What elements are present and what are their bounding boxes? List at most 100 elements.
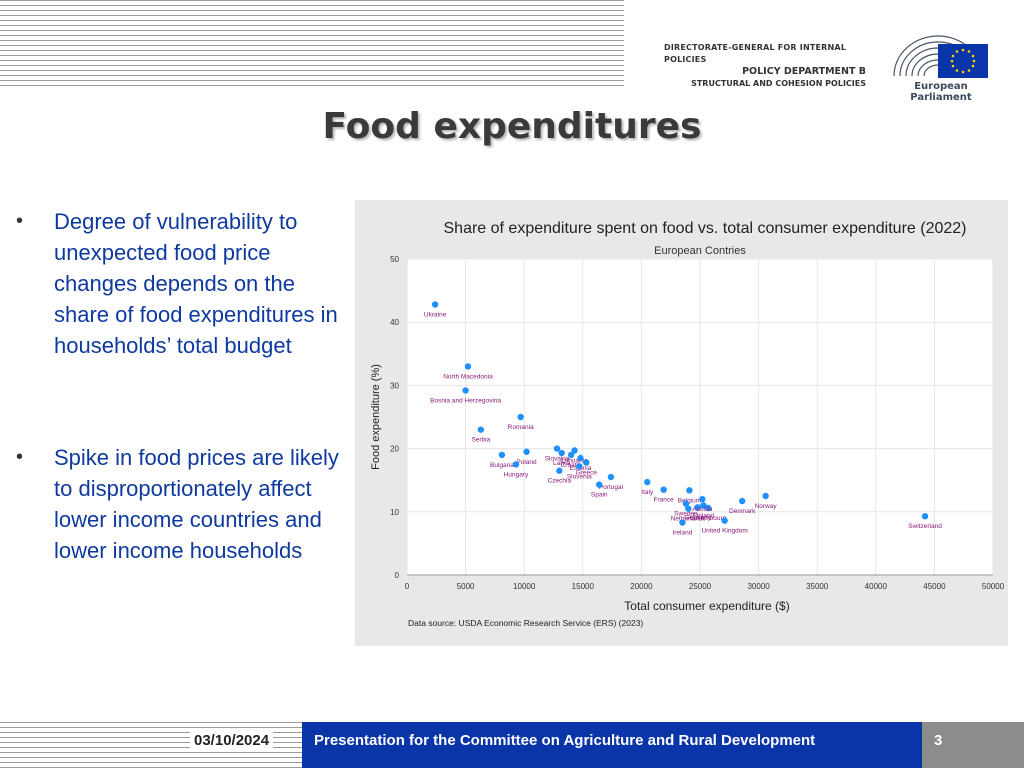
- data-point-label: Austria: [692, 506, 713, 513]
- data-point-label: Ireland: [672, 530, 692, 537]
- data-point-label: Netherlands: [671, 516, 707, 523]
- x-tick-label: 45000: [923, 582, 946, 591]
- data-point-label: Switzerland: [908, 523, 942, 530]
- x-tick-label: 20000: [630, 582, 653, 591]
- data-point: [477, 426, 485, 433]
- footer-bar: Presentation for the Committee on Agricu…: [302, 722, 922, 768]
- header-stripes: [0, 0, 624, 86]
- data-point: [567, 451, 575, 459]
- data-point-label: Croatia: [561, 462, 582, 469]
- directorate-header: DIRECTORATE-GENERAL FOR INTERNAL POLICIE…: [664, 42, 874, 90]
- data-point: [462, 387, 469, 394]
- data-point: [660, 486, 667, 493]
- data-point: [721, 517, 728, 524]
- x-tick-label: 50000: [982, 582, 1005, 591]
- data-point-label: Ukraine: [424, 312, 447, 319]
- data-point: [644, 478, 651, 486]
- data-points: Ukraine North Macedonia Bosnia and Herzego…: [424, 301, 942, 537]
- data-point-label: Poland: [516, 459, 537, 466]
- data-point: [498, 451, 506, 459]
- page-number: 3: [934, 732, 943, 749]
- data-point-label: Latvia: [553, 460, 571, 467]
- slide-title: Food expenditures: [322, 106, 702, 147]
- data-point: [523, 448, 530, 455]
- data-point: [679, 519, 686, 526]
- data-point: [558, 449, 565, 457]
- chart-subtitle: European Contries: [654, 245, 746, 257]
- data-point: [685, 505, 692, 512]
- data-point: [596, 481, 603, 488]
- bullet-marker: •: [16, 210, 24, 232]
- data-point: [577, 454, 584, 462]
- data-point-label: Germany: [684, 514, 711, 521]
- header-line-3: STRUCTURAL AND COHESION POLICIES: [691, 79, 866, 88]
- bullet-item: • Spike in food prices are likely to dis…: [16, 442, 346, 566]
- footer-date: 03/10/2024: [190, 730, 274, 751]
- y-tick-label: 20: [390, 445, 399, 454]
- data-point-label: Denmark: [729, 508, 756, 515]
- x-tick-label: 15000: [572, 582, 595, 591]
- european-parliament-logo: European Parliament: [888, 24, 994, 103]
- data-point: [694, 504, 701, 511]
- data-point-label: Hungary: [504, 471, 529, 478]
- data-point: [705, 504, 712, 512]
- page-number-box: 3: [922, 722, 1024, 768]
- data-point-label: Belgium: [678, 497, 701, 504]
- chart-svg: Share of expenditure spent on food vs. t…: [370, 220, 1005, 628]
- data-point: [512, 461, 520, 468]
- data-source-note: Data source: USDA Economic Research Serv…: [408, 618, 643, 628]
- data-point-label: Lithuania: [561, 457, 588, 464]
- header-line-1: DIRECTORATE-GENERAL FOR INTERNAL POLICIE…: [664, 43, 847, 64]
- data-point-label: Bosnia and Herzegovina: [430, 397, 501, 404]
- x-axis-ticks: 0 5000 10000 15000 20000 25000 30000 35000 40000…: [405, 582, 1005, 591]
- data-point: [431, 301, 439, 308]
- data-point-label: Slovenia: [567, 473, 592, 480]
- data-point: [762, 492, 769, 500]
- data-point: [686, 487, 693, 494]
- data-point: [571, 447, 578, 454]
- grid-lines: [406, 258, 994, 576]
- x-tick-label: 40000: [865, 582, 888, 591]
- scatter-chart: Share of expenditure spent on food vs. t…: [355, 200, 1008, 646]
- data-point: [517, 413, 524, 421]
- data-point-label: Finland: [693, 512, 715, 519]
- x-tick-label: 25000: [689, 582, 712, 591]
- data-point: [921, 513, 929, 520]
- y-tick-label: 0: [395, 571, 400, 580]
- data-point-label: Italy: [641, 489, 654, 496]
- x-tick-label: 0: [405, 582, 410, 591]
- y-tick-label: 10: [390, 508, 399, 517]
- x-tick-label: 30000: [747, 582, 770, 591]
- bullet-text: Degree of vulnerability to unexpected fo…: [54, 209, 338, 358]
- y-tick-label: 40: [390, 318, 399, 327]
- data-point-label: Bulgaria: [490, 462, 514, 469]
- header-line-2: POLICY DEPARTMENT B: [742, 66, 866, 77]
- logo-label: European Parliament: [910, 81, 972, 103]
- parliament-hemicycle-icon: [893, 35, 988, 78]
- data-point-label: Luxembourg: [690, 515, 727, 522]
- bullet-text: Spike in food prices are likely to dispr…: [54, 445, 339, 563]
- data-point-label: Czechia: [548, 478, 572, 485]
- data-point: [553, 445, 561, 452]
- footer-text: Presentation for the Committee on Agricu…: [314, 732, 816, 749]
- y-axis-label: Food expenditure (%): [370, 364, 382, 470]
- x-tick-label: 10000: [513, 582, 536, 591]
- bullet-list: • Degree of vulnerability to unexpected …: [16, 206, 346, 566]
- data-point-label: Portugal: [599, 484, 624, 491]
- data-point-label: United Kingdom: [701, 528, 747, 535]
- data-point-label: Slovakia: [545, 456, 570, 463]
- data-point: [699, 495, 706, 503]
- data-point: [556, 467, 563, 474]
- x-axis-label: Total consumer expenditure ($): [624, 599, 789, 613]
- bullet-marker: •: [16, 446, 24, 468]
- data-point-label: Norway: [755, 503, 778, 510]
- y-tick-label: 30: [390, 381, 399, 390]
- data-point: [738, 497, 746, 505]
- data-point-label: North Macedonia: [443, 373, 493, 380]
- data-point: [682, 500, 690, 507]
- data-point-label: Sweden: [674, 511, 698, 518]
- data-point-label: Romania: [508, 424, 534, 431]
- data-point-label: Greece: [576, 470, 598, 477]
- y-axis-ticks: 0 10 20 30 40 50: [390, 255, 399, 580]
- x-tick-label: 35000: [806, 582, 829, 591]
